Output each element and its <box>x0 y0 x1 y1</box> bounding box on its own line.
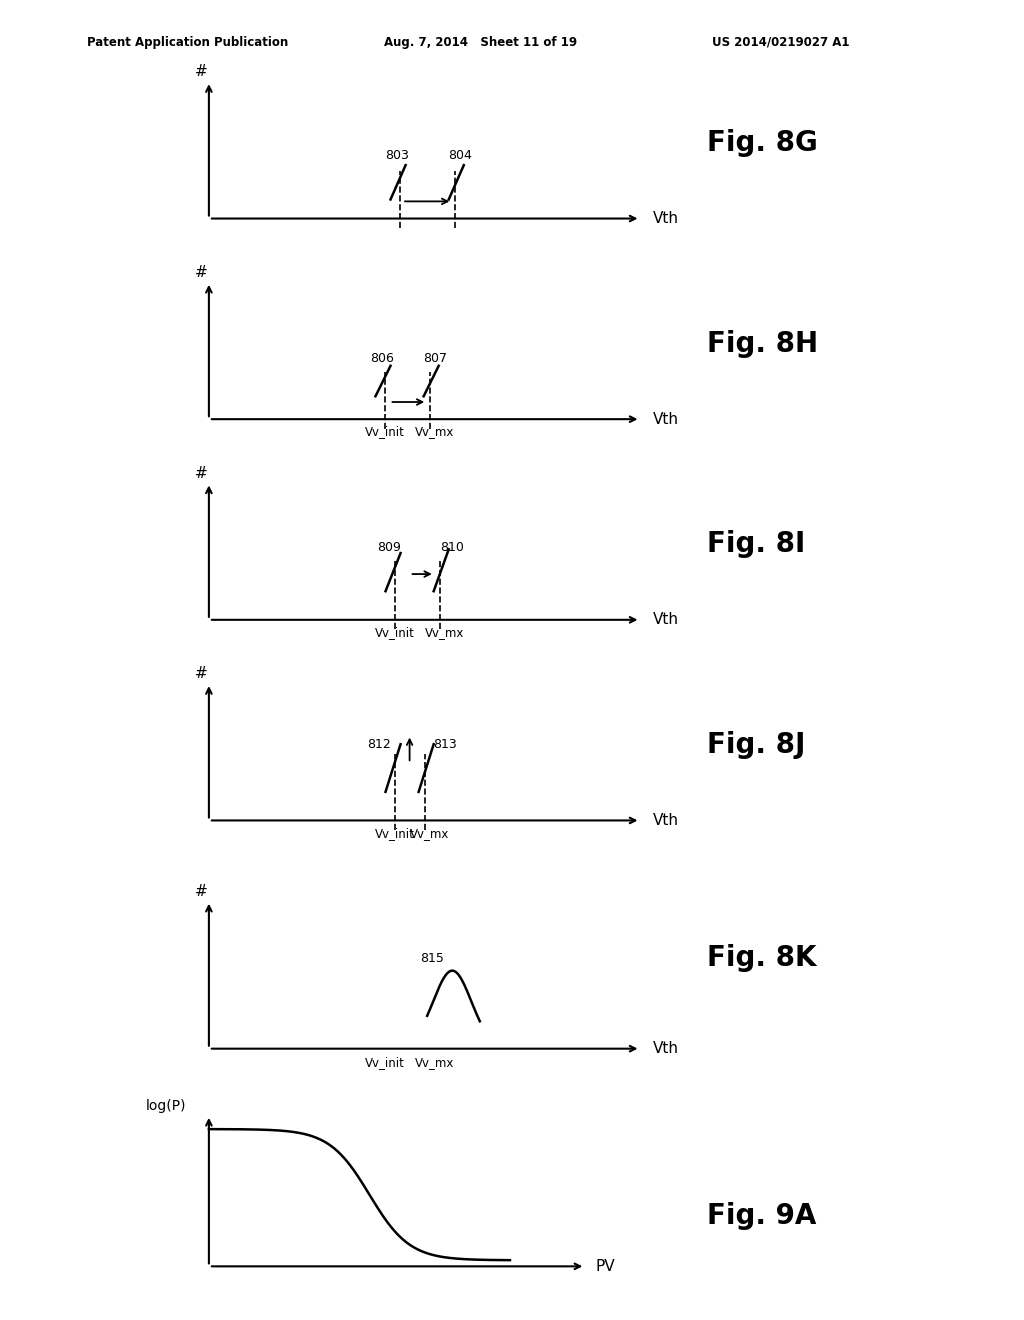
Text: Fig. 8K: Fig. 8K <box>707 944 816 973</box>
Text: 804: 804 <box>447 149 472 162</box>
Text: Vth: Vth <box>653 612 679 627</box>
Text: Vv_init: Vv_init <box>375 626 415 639</box>
Text: 815: 815 <box>420 953 444 965</box>
Text: #: # <box>195 884 208 899</box>
Text: Vth: Vth <box>653 1041 679 1056</box>
Text: log(P): log(P) <box>145 1100 186 1113</box>
Text: 803: 803 <box>385 149 409 162</box>
Text: #: # <box>195 667 208 681</box>
Text: Vth: Vth <box>653 813 679 828</box>
Text: PV: PV <box>595 1259 614 1274</box>
Text: #: # <box>195 65 208 79</box>
Text: 809: 809 <box>378 541 401 554</box>
Text: Patent Application Publication: Patent Application Publication <box>87 36 289 49</box>
Text: Fig. 8H: Fig. 8H <box>707 330 818 358</box>
Text: Vth: Vth <box>653 211 679 226</box>
Text: Vv_mx: Vv_mx <box>425 626 465 639</box>
Text: 810: 810 <box>440 541 464 554</box>
Text: #: # <box>195 466 208 480</box>
Text: Vv_mx: Vv_mx <box>415 1056 455 1069</box>
Text: Vv_mx: Vv_mx <box>410 826 450 840</box>
Text: Vth: Vth <box>653 412 679 426</box>
Text: 813: 813 <box>433 738 457 751</box>
Text: #: # <box>195 265 208 280</box>
Text: Vv_mx: Vv_mx <box>415 425 455 438</box>
Text: Vv_init: Vv_init <box>365 1056 404 1069</box>
Text: Fig. 8J: Fig. 8J <box>707 731 805 759</box>
Text: Vv_init: Vv_init <box>375 826 415 840</box>
Text: Vv_init: Vv_init <box>365 425 404 438</box>
Text: Aug. 7, 2014   Sheet 11 of 19: Aug. 7, 2014 Sheet 11 of 19 <box>384 36 578 49</box>
Text: Fig. 8I: Fig. 8I <box>707 531 805 558</box>
Text: 807: 807 <box>423 352 446 364</box>
Text: 806: 806 <box>370 352 394 364</box>
Text: Fig. 8G: Fig. 8G <box>707 129 817 157</box>
Text: Fig. 9A: Fig. 9A <box>707 1203 816 1230</box>
Text: 812: 812 <box>368 738 391 751</box>
Text: US 2014/0219027 A1: US 2014/0219027 A1 <box>712 36 849 49</box>
